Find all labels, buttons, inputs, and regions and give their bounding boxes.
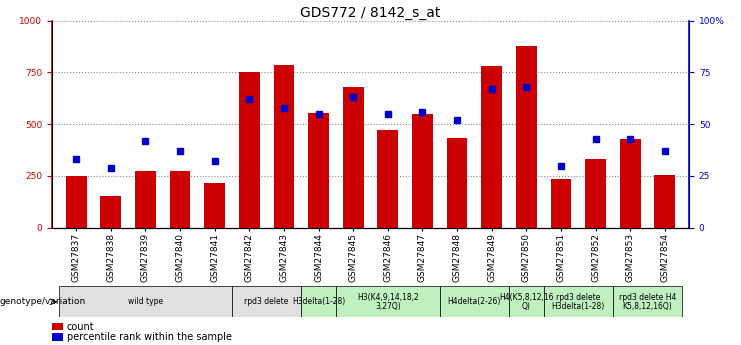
Bar (482, 66, 502, 228)
Bar (170, 171, 190, 228)
Bar (654, 175, 675, 228)
Text: H4(K5,8,12,16
Q): H4(K5,8,12,16 Q) (499, 293, 554, 311)
Bar (613, 286, 682, 317)
Bar (551, 179, 571, 228)
Text: wild type: wild type (127, 297, 163, 306)
Bar (620, 139, 641, 228)
Text: genotype/variation: genotype/variation (0, 297, 86, 306)
Bar (100, 196, 121, 228)
Bar (509, 286, 544, 317)
Bar (52, 323, 63, 330)
Bar (232, 286, 302, 317)
Bar (308, 113, 329, 228)
Bar (336, 286, 439, 317)
Text: rpd3 delete: rpd3 delete (245, 297, 289, 306)
Bar (377, 130, 398, 228)
Text: rpd3 delete H4
K5,8,12,16Q): rpd3 delete H4 K5,8,12,16Q) (619, 293, 677, 311)
Bar (135, 171, 156, 228)
Bar (447, 138, 468, 228)
Bar (59, 286, 232, 317)
Bar (66, 176, 87, 228)
Bar (585, 159, 606, 228)
Bar (343, 87, 364, 228)
Bar (439, 286, 509, 317)
Bar (239, 72, 259, 228)
Bar (205, 183, 225, 228)
Text: count: count (67, 322, 94, 332)
Bar (52, 333, 63, 341)
Text: H3delta(1-28): H3delta(1-28) (292, 297, 345, 306)
Text: rpd3 delete
H3delta(1-28): rpd3 delete H3delta(1-28) (552, 293, 605, 311)
Title: GDS772 / 8142_s_at: GDS772 / 8142_s_at (300, 6, 441, 20)
Bar (302, 286, 336, 317)
Bar (273, 65, 294, 228)
Text: percentile rank within the sample: percentile rank within the sample (67, 332, 232, 342)
Bar (516, 46, 536, 228)
Bar (544, 286, 613, 317)
Bar (412, 114, 433, 228)
Text: H3(K4,9,14,18,2
3,27Q): H3(K4,9,14,18,2 3,27Q) (357, 293, 419, 311)
Text: H4delta(2-26): H4delta(2-26) (448, 297, 501, 306)
